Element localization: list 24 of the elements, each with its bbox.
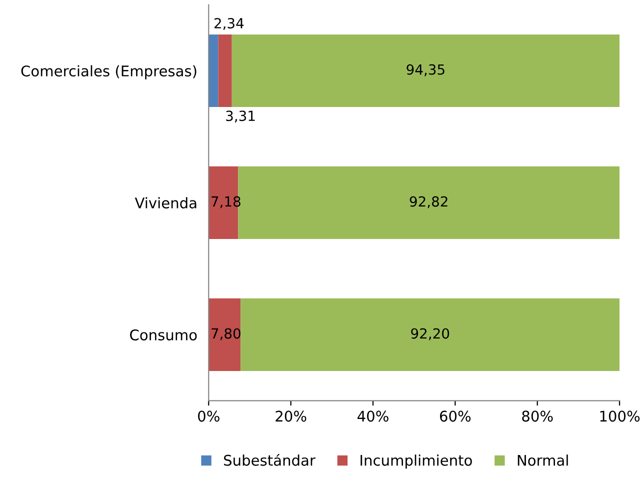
data-label: 7,80: [212, 328, 240, 340]
bar: [208, 166, 238, 240]
data-label: 2,34: [214, 18, 244, 30]
legend-label: Normal: [518, 454, 568, 466]
y-tick-label: Vivienda: [134, 197, 196, 208]
x-tick-label: 20%: [276, 410, 306, 422]
data-label: 94,35: [406, 64, 444, 76]
bar: [232, 34, 620, 108]
bar: [208, 34, 218, 108]
bar: [240, 298, 620, 371]
bar: [208, 298, 241, 371]
x-tick-label: 60%: [440, 410, 471, 422]
data-label: 92,82: [410, 196, 448, 208]
data-label: 3,31: [226, 110, 255, 123]
y-tick-label: Comerciales (Empresas): [21, 65, 196, 80]
legend-label: Incumplimiento: [360, 454, 472, 469]
x-tick-label: 80%: [522, 410, 553, 422]
legend-label: Subestándar: [224, 454, 316, 466]
data-label: 92,20: [411, 328, 450, 340]
bar: [218, 34, 232, 108]
y-tick-label: Consumo: [130, 329, 197, 340]
x-tick-label: 100%: [600, 410, 640, 422]
x-tick-label: 40%: [358, 410, 388, 422]
x-tick-label: 0%: [198, 410, 220, 422]
